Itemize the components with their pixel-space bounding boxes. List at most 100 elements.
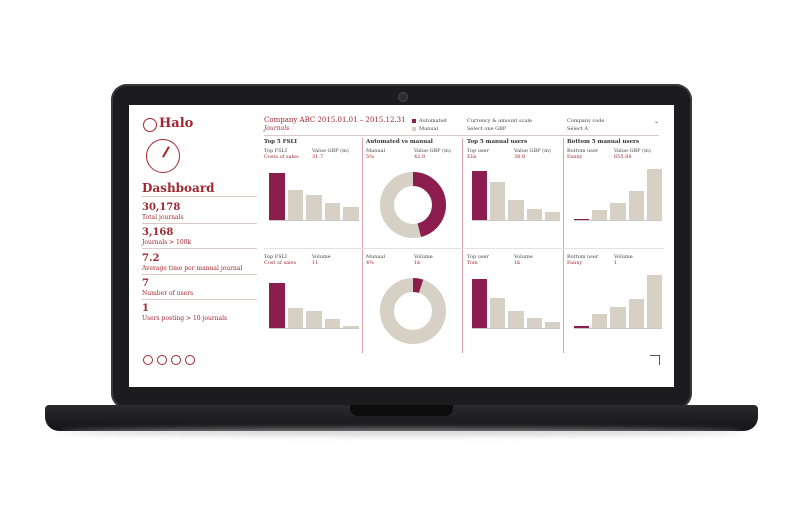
panel-col-header: Value GBP (m): [514, 148, 551, 154]
gauge-icon: [146, 139, 180, 173]
screen: Halo Dashboard 30,178 Total journals 3,1…: [129, 105, 674, 387]
panel-row-name: Cost of sales: [264, 260, 297, 266]
report-subtitle: Journals: [264, 125, 290, 132]
bar: [269, 283, 285, 329]
bar: [472, 279, 488, 329]
bar: [610, 307, 626, 329]
donut-chart: [380, 278, 446, 344]
bar-chart: [472, 279, 560, 329]
stat-label: Average time per manual journal: [142, 265, 243, 272]
panel-col-header: Top FSLI: [264, 254, 287, 260]
bar-chart: [574, 169, 662, 221]
bar: [269, 173, 285, 221]
stat-value: 30,178: [142, 202, 181, 213]
settings-icon[interactable]: [185, 355, 195, 365]
stat-divider: [142, 274, 257, 275]
x-axis-line: [574, 328, 662, 329]
panel-row-name: Tom: [467, 260, 478, 266]
bar: [324, 318, 341, 329]
panel-row-name: Elis: [467, 154, 477, 160]
panel-row-value: 38.0: [514, 154, 526, 160]
panel-row-value: 655.88: [614, 154, 632, 160]
stat-label: Number of users: [142, 290, 194, 297]
laptop-notch: [350, 405, 453, 416]
stat-value: 7: [142, 278, 149, 289]
bar: [628, 190, 644, 221]
bar-chart: [269, 283, 359, 329]
bar: [646, 275, 662, 329]
bar: [343, 206, 359, 221]
panel-row-name: 4%: [366, 260, 374, 266]
bar: [508, 311, 524, 329]
company-select[interactable]: Select A: [567, 126, 588, 132]
x-axis-line: [269, 220, 359, 221]
bar: [472, 171, 488, 221]
panel-col-header: Value GBP (m): [414, 148, 451, 154]
donut-slice-manual: [380, 278, 446, 344]
stat-label: Journals > 100k: [142, 239, 192, 246]
bar: [490, 298, 506, 329]
halo-logo-icon: [143, 118, 157, 132]
stat-label: Total journals: [142, 214, 184, 221]
bar: [592, 313, 608, 329]
panel-row-value: 42.8: [414, 154, 426, 160]
panel-row-name: Costs of sales: [264, 154, 299, 160]
donut-slice-automated: [380, 278, 446, 344]
panel-row-name: Fanny: [567, 260, 583, 266]
stat-value: 1: [142, 303, 149, 314]
title-divider: [142, 196, 257, 197]
panel-col-header: Top FSLI: [264, 148, 287, 154]
x-axis-line: [574, 220, 662, 221]
panel-row-value: 1: [614, 260, 618, 266]
bar-chart: [472, 171, 560, 221]
panel-row-value: 1k: [414, 260, 421, 266]
column-divider: [563, 138, 564, 353]
app-name: Halo: [159, 116, 194, 131]
bar: [287, 307, 304, 329]
bar: [592, 209, 608, 221]
stat-divider: [142, 223, 257, 224]
bar: [628, 298, 644, 329]
chevron-down-icon[interactable]: ⌄: [654, 118, 660, 125]
bar: [544, 212, 560, 221]
panel-col-header: Volume: [312, 254, 331, 260]
panel-col-header: Manual: [366, 254, 386, 260]
donut-slice-automated: [380, 172, 446, 238]
webcam-icon: [398, 92, 408, 102]
x-axis-line: [472, 220, 560, 221]
panel-col-header: Volume: [514, 254, 533, 260]
bar: [306, 194, 322, 221]
panel-title: Top 5 FSLI: [264, 139, 297, 145]
bar: [324, 202, 341, 221]
stat-value: 7.2: [142, 253, 160, 264]
legend-label-manual: Manual: [419, 126, 439, 132]
bar: [574, 325, 590, 329]
legend-swatch-automated: [412, 119, 416, 123]
expand-icon[interactable]: [650, 355, 660, 365]
camera-icon[interactable]: [171, 355, 181, 365]
header-divider: [264, 135, 659, 136]
stat-divider: [142, 248, 257, 249]
page-title: Dashboard: [142, 181, 215, 195]
report-title: Company ABC 2015.01.01 – 2015.12.31: [264, 116, 406, 124]
row-divider: [264, 248, 664, 249]
share-icon[interactable]: [157, 355, 167, 365]
panel-col-header: Top user: [467, 254, 489, 260]
bar: [526, 208, 542, 221]
currency-label: Currency & amount scale: [467, 118, 532, 124]
home-icon[interactable]: [143, 355, 153, 365]
x-axis-line: [269, 328, 359, 329]
panel-row-value: 1k: [514, 260, 521, 266]
company-label: Company code: [567, 118, 605, 124]
panel-col-header: Volume: [414, 254, 433, 260]
panel-row-value: 31.7: [312, 154, 324, 160]
currency-select[interactable]: Select one GBP: [467, 126, 507, 132]
column-divider: [462, 138, 463, 353]
bar: [574, 218, 590, 221]
panel-col-header: Manual: [366, 148, 386, 154]
column-divider: [362, 138, 363, 353]
panel-col-header: Top user: [467, 148, 489, 154]
panel-title: Top 5 manual users: [467, 139, 528, 145]
laptop-shadow: [60, 428, 743, 436]
bar-chart: [269, 173, 359, 221]
